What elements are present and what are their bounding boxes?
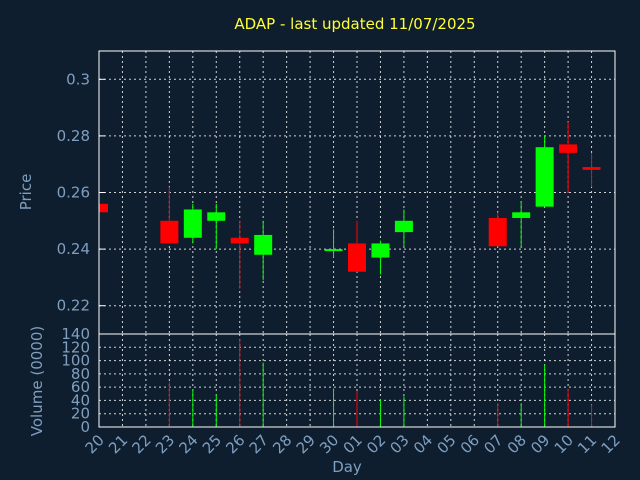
volume-tick-label: 80: [71, 365, 90, 383]
day-tick-label: 04: [410, 431, 436, 457]
candle-body: [160, 220, 179, 244]
candle-body: [207, 212, 226, 221]
day-tick-label: 27: [246, 431, 272, 457]
day-tick-label: 10: [551, 431, 577, 457]
candle-body: [394, 220, 413, 233]
day-tick-label: 01: [340, 431, 366, 457]
volume-bar-series: [168, 339, 593, 427]
day-tick-label: 06: [457, 431, 483, 457]
candle-body: [254, 234, 273, 255]
candlestick-series: [98, 121, 601, 289]
day-axis-label: Day: [332, 458, 362, 476]
volume-tick-label: 140: [61, 325, 90, 343]
price-y-ticks: 0.22 0.24 0.26 0.28 0.3: [57, 70, 90, 314]
candle-body: [99, 203, 108, 213]
day-tick-label: 09: [527, 431, 553, 457]
chart-title: ADAP - last updated 11/07/2025: [234, 15, 475, 33]
price-tick-label: 0.24: [57, 240, 90, 258]
day-x-ticks: 2021222324252627282930010203040506070809…: [82, 431, 624, 457]
candle-body: [230, 237, 249, 244]
day-tick-label: 24: [175, 431, 201, 457]
day-tick-label: 23: [152, 431, 178, 457]
volume-tick-label: 40: [71, 391, 90, 409]
price-tick-label: 0.22: [57, 297, 90, 315]
day-tick-label: 26: [222, 431, 248, 457]
candle-body: [559, 144, 578, 153]
candle-body: [512, 212, 531, 218]
day-tick-label: 12: [598, 431, 624, 457]
day-tick-label: 08: [504, 431, 530, 457]
candle-body: [183, 209, 202, 238]
price-tick-label: 0.26: [57, 184, 90, 202]
candle-body: [348, 243, 366, 272]
volume-tick-label: 20: [71, 405, 90, 423]
candle-body: [371, 243, 390, 258]
volume-tick-label: 100: [61, 352, 90, 370]
candle-body: [582, 167, 601, 170]
day-tick-label: 03: [387, 431, 413, 457]
candle-body: [488, 217, 507, 247]
volume-axis-label: Volume (0000): [28, 326, 46, 436]
day-tick-label: 02: [363, 431, 389, 457]
day-tick-label: 22: [129, 431, 155, 457]
price-axis-label: Price: [17, 174, 35, 211]
price-tick-label: 0.3: [66, 70, 90, 88]
volume-tick-label: 120: [61, 338, 90, 356]
day-tick-label: 30: [316, 431, 342, 457]
volume-plot-frame: [98, 333, 616, 428]
volume-tick-label: 60: [71, 378, 90, 396]
volume-tick-label: 0: [80, 418, 90, 436]
day-tick-label: 28: [269, 431, 295, 457]
day-tick-label: 25: [199, 431, 225, 457]
candle-body: [535, 147, 554, 207]
day-tick-label: 07: [480, 431, 506, 457]
day-tick-label: 11: [574, 431, 600, 457]
day-tick-label: 05: [433, 431, 459, 457]
price-tick-label: 0.28: [57, 127, 90, 145]
candle-body: [324, 249, 343, 252]
day-tick-label: 21: [105, 431, 131, 457]
day-tick-label: 29: [293, 431, 319, 457]
